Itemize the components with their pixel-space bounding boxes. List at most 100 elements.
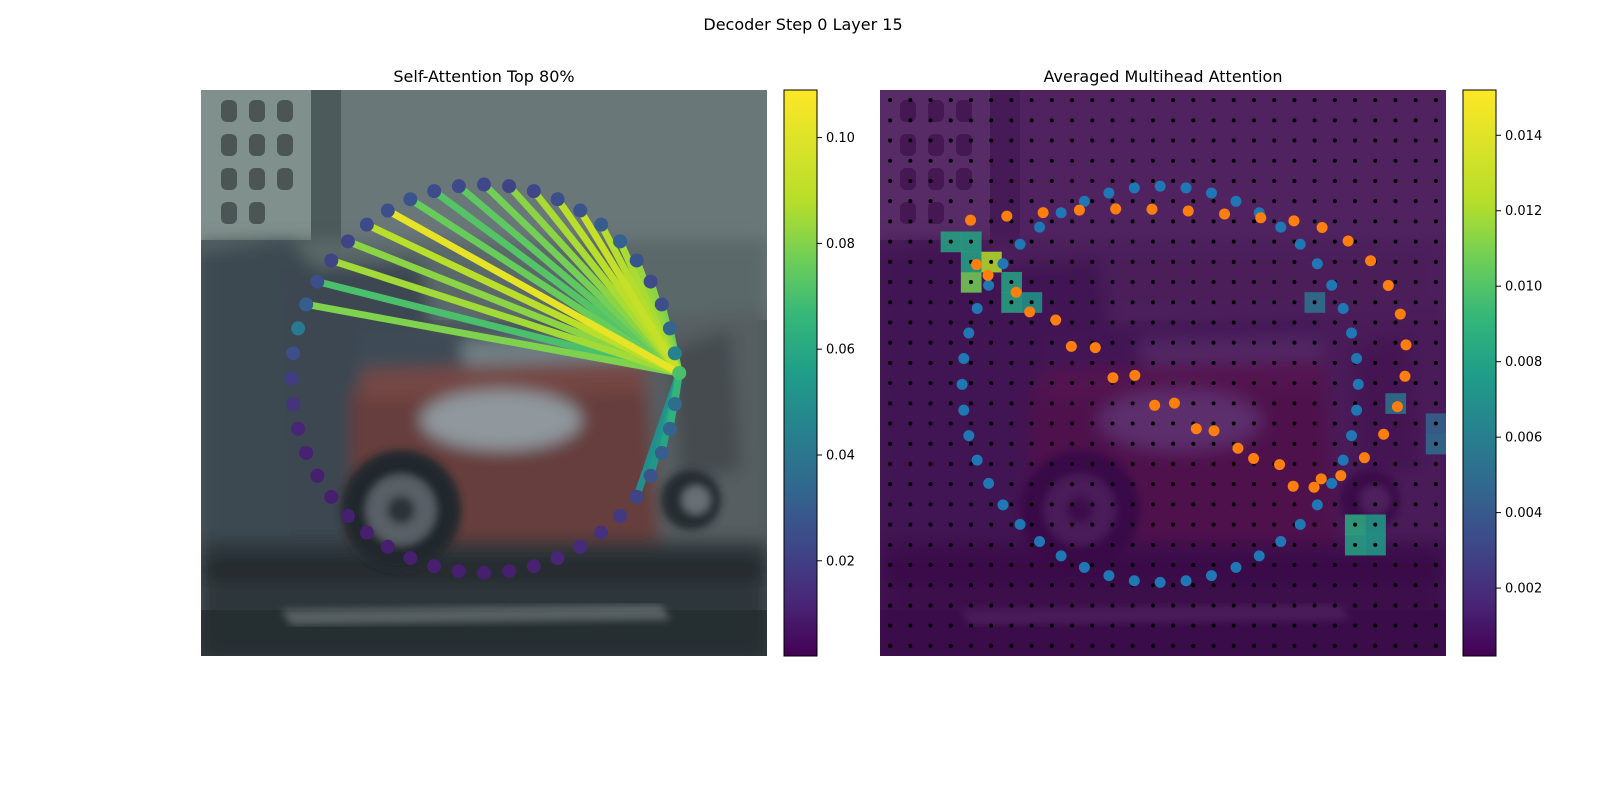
grid-dot [1433, 118, 1438, 123]
grid-dot [1292, 259, 1297, 264]
grid-dot [1009, 603, 1014, 608]
grid-dot [1413, 199, 1418, 204]
orange-point [1149, 399, 1161, 411]
grid-dot [948, 280, 953, 285]
grid-dot [1110, 583, 1115, 588]
grid-dot [888, 259, 893, 264]
grid-dot [928, 280, 933, 285]
grid-dot [908, 381, 913, 386]
grid-dot [1231, 603, 1236, 608]
grid-dot [1251, 603, 1256, 608]
grid-dot [1292, 643, 1297, 648]
grid-dot [1231, 461, 1236, 466]
grid-dot [908, 300, 913, 305]
grid-dot [1231, 401, 1236, 406]
grid-dot [1373, 482, 1378, 487]
grid-dot [908, 421, 913, 426]
orange-point [1400, 339, 1412, 351]
grid-dot [1191, 118, 1196, 123]
grid-dot [1393, 360, 1398, 365]
grid-dot [1110, 603, 1115, 608]
grid-dot [948, 320, 953, 325]
attention-point [324, 489, 339, 504]
grid-dot [888, 563, 893, 568]
grid-dot [1150, 542, 1155, 547]
grid-dot [1150, 98, 1155, 103]
grid-dot [1231, 381, 1236, 386]
grid-dot [1090, 381, 1095, 386]
attention-point [310, 274, 325, 289]
grid-dot [1231, 502, 1236, 507]
grid-dot [908, 522, 913, 527]
attention-point [291, 421, 306, 436]
grid-dot [1251, 178, 1256, 183]
grid-dot [908, 340, 913, 345]
grid-dot [888, 623, 893, 628]
grid-dot [1070, 300, 1075, 305]
grid-dot [1090, 643, 1095, 648]
grid-dot [1009, 623, 1014, 628]
grid-dot [1272, 583, 1277, 588]
grid-dot [1090, 542, 1095, 547]
grid-dot [968, 461, 973, 466]
grid-dot [1413, 138, 1418, 143]
grid-dot [1231, 542, 1236, 547]
grid-dot [1150, 461, 1155, 466]
grid-dot [1009, 340, 1014, 345]
grid-dot [908, 280, 913, 285]
grid-dot [1393, 441, 1398, 446]
orange-point [1287, 480, 1299, 492]
grid-dot [928, 158, 933, 163]
grid-dot [1231, 643, 1236, 648]
grid-dot [1312, 300, 1317, 305]
attention-point [359, 525, 374, 540]
orange-point [1274, 459, 1286, 471]
orange-point [1208, 425, 1220, 437]
blue-point [1275, 221, 1287, 233]
grid-dot [888, 381, 893, 386]
grid-dot [1110, 421, 1115, 426]
grid-dot [1150, 340, 1155, 345]
grid-dot [1211, 239, 1216, 244]
grid-dot [888, 199, 893, 204]
grid-dot [1292, 340, 1297, 345]
grid-dot [1373, 441, 1378, 446]
grid-dot [1393, 239, 1398, 244]
grid-dot [1433, 300, 1438, 305]
grid-dot [1009, 199, 1014, 204]
grid-dot [1211, 441, 1216, 446]
grid-dot [1393, 623, 1398, 628]
grid-dot [928, 461, 933, 466]
grid-dot [1251, 381, 1256, 386]
attention-point [427, 559, 442, 574]
grid-dot [1090, 178, 1095, 183]
grid-dot [1211, 482, 1216, 487]
grid-dot [1029, 421, 1034, 426]
grid-dot [928, 320, 933, 325]
left-colorbar: 0.02 0.04 0.06 0.08 0.10 [783, 89, 855, 657]
grid-dot [1110, 219, 1115, 224]
grid-dot [989, 360, 994, 365]
grid-dot [1009, 421, 1014, 426]
grid-dot [1150, 219, 1155, 224]
grid-dot [1029, 401, 1034, 406]
orange-point [982, 269, 994, 281]
grid-dot [1353, 300, 1358, 305]
grid-dot [1130, 563, 1135, 568]
grid-dot [1130, 300, 1135, 305]
grid-dot [1191, 482, 1196, 487]
grid-dot [908, 98, 913, 103]
grid-dot [1353, 138, 1358, 143]
grid-dot [1353, 401, 1358, 406]
grid-dot [1433, 603, 1438, 608]
grid-dot [1090, 441, 1095, 446]
attention-point [643, 274, 658, 289]
grid-dot [1049, 381, 1054, 386]
attention-point [340, 508, 355, 523]
grid-dot [1090, 300, 1095, 305]
colorbar-tick-label: 0.012 [1505, 204, 1542, 219]
grid-dot [1009, 461, 1014, 466]
grid-dot [908, 360, 913, 365]
grid-dot [1332, 320, 1337, 325]
grid-dot [1373, 381, 1378, 386]
